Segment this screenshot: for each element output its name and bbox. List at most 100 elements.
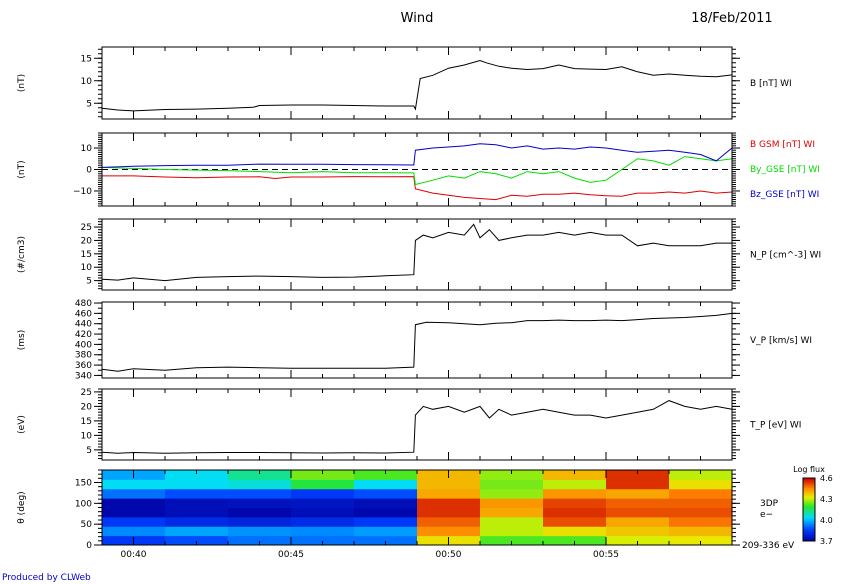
spectrogram-cell [102, 498, 166, 508]
series-label-np-0: N_P [cm^-3] WI [750, 251, 821, 261]
colorbar-title: Log flux [793, 465, 825, 474]
spectrogram-cell [165, 488, 229, 499]
colorbar-segment [803, 489, 815, 492]
panel-frame [101, 388, 733, 461]
colorbar-segment [803, 485, 815, 488]
panel-vp: V_P [km/s] WI (ms) 34036038040042044046048… [17, 299, 812, 381]
y-tick-label: 340 [75, 371, 92, 381]
spectrogram-cell [669, 479, 733, 490]
spectrogram-cell [228, 488, 292, 499]
spectrogram-cell [165, 507, 229, 518]
spectrogram-cell [354, 488, 418, 499]
colorbar-segment [803, 507, 815, 510]
colorbar-segment [803, 481, 815, 484]
panels: B [nT] WI (nT) 5 10 15 B GSM [nT] WI By_GSE [n… [17, 46, 833, 551]
colorbar-segment [803, 522, 815, 525]
spectrogram-cell [543, 479, 607, 490]
spectrogram-cell [480, 479, 544, 490]
colorbar-segment [803, 482, 815, 485]
y-tick-label: 0 [86, 166, 92, 176]
colorbar-segment [803, 529, 815, 533]
y-tick-label: 10 [81, 144, 93, 154]
colorbar-segment [803, 484, 815, 487]
spectrogram-cell [606, 516, 670, 527]
y-tick-label: 10 [81, 431, 93, 441]
panel-tp: T_P [eV] WI (eV) 5 10 15 20 25 [17, 388, 801, 461]
spectrogram-cell [354, 498, 418, 508]
spectrogram-cell [165, 526, 229, 537]
colorbar-segment [803, 512, 815, 515]
spectrogram-cell [606, 470, 670, 480]
colorbar-segment [803, 514, 815, 517]
spectrogram-cell [669, 470, 733, 480]
colorbar-segment [803, 528, 815, 531]
spectrogram-cell [354, 516, 418, 527]
spectrogram-cell [354, 535, 418, 546]
spectrogram-cell [606, 535, 670, 546]
panel-frame [101, 46, 733, 120]
spectrogram-cell [669, 526, 733, 537]
colorbar-frame [802, 477, 816, 542]
spectrogram-cell [291, 507, 355, 518]
spectrogram-cell [480, 470, 544, 480]
spectrogram-cell [291, 535, 355, 546]
colorbar-segment [803, 531, 815, 534]
spectrogram-cell [102, 516, 166, 527]
spectrogram-cell [480, 516, 544, 527]
spectrogram-cell [417, 479, 481, 490]
series-label-bcomp-0: B GSM [nT] WI [750, 140, 815, 150]
spectrogram-cell [165, 479, 229, 490]
y-tick-label: 15 [81, 54, 92, 64]
colorbar-segment [803, 487, 815, 490]
y-tick-label: 440 [75, 320, 92, 330]
time-tick-label: 00:45 [278, 550, 304, 560]
spectrogram-cell [291, 470, 355, 480]
colorbar-segment [803, 533, 815, 536]
spectrogram-cell [165, 516, 229, 527]
y-tick-label: 15 [81, 417, 92, 427]
colorbar-segment [803, 537, 815, 540]
mission-title: Wind [401, 11, 434, 26]
series-line-bcomp-1 [101, 156, 733, 186]
y-tick-label: 420 [75, 330, 92, 340]
y-axis-label: (eV) [17, 415, 27, 434]
panel-frame [101, 218, 733, 291]
spectrogram-cell [543, 516, 607, 527]
series-line-tp-0 [101, 400, 733, 454]
y-axis-label: (nT) [17, 160, 27, 178]
time-tick-label: 00:50 [436, 550, 462, 560]
spectrogram-cell [165, 470, 229, 480]
y-tick-label: 360 [75, 361, 92, 371]
colorbar-segment [803, 498, 815, 501]
y-tick-label: 20 [81, 236, 93, 246]
spectrogram-cell [354, 479, 418, 490]
y-tick-label: 50 [81, 520, 93, 530]
colorbar-tick-label: 4.6 [820, 474, 833, 483]
y-axis-label: (#/cm3) [17, 236, 27, 273]
colorbar-segment [803, 501, 815, 504]
panel-np: N_P [cm^-3] WI (#/cm3) 5 10 15 20 25 [17, 218, 821, 291]
spectrogram-cell [606, 498, 670, 508]
y-tick-label: 460 [75, 309, 92, 319]
spectrogram-cell [543, 535, 607, 546]
colorbar-segment [803, 509, 815, 512]
panel-frame [101, 301, 733, 379]
spectrogram-cell [417, 507, 481, 518]
spectrogram-cell [606, 507, 670, 518]
time-axis: 00:40 00:45 00:50 00:55 [121, 550, 619, 560]
y-tick-label: 5 [86, 446, 92, 456]
series-label-bcomp-1: By_GSE [nT] WI [750, 165, 820, 175]
spectrogram-cell [417, 498, 481, 508]
series-label-b-0: B [nT] WI [750, 79, 792, 89]
panel-b: B [nT] WI (nT) 5 10 15 [17, 46, 792, 120]
colorbar-segment [803, 525, 815, 528]
spectrogram-cell [543, 470, 607, 480]
spectrogram-cell [543, 526, 607, 537]
colorbar-segment [803, 500, 815, 503]
spectrogram-cell [417, 526, 481, 537]
spectrogram-cell [354, 526, 418, 537]
spectrogram-cell [291, 498, 355, 508]
colorbar-segment [803, 503, 815, 506]
colorbar-segment [803, 526, 815, 529]
